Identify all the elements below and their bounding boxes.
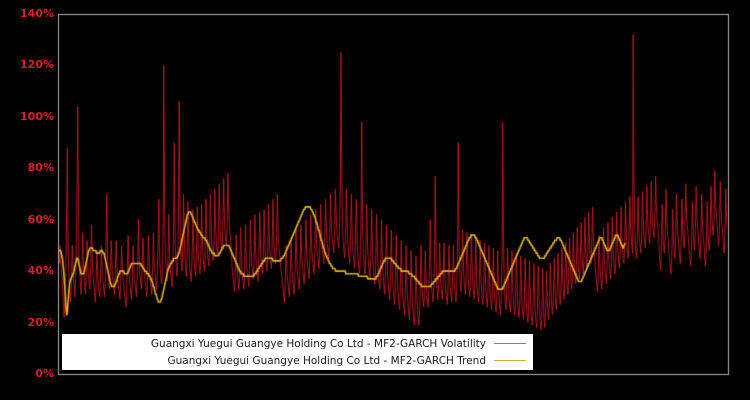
y-axis-tick-140: 140% bbox=[20, 7, 54, 20]
y-axis-tick-0: 0% bbox=[35, 367, 54, 380]
y-axis-tick-80: 80% bbox=[27, 161, 54, 175]
legend-label-volatility: Guangxi Yuegui Guangye Holding Co Ltd - … bbox=[150, 337, 486, 350]
y-axis-tick-labels: 140% 120% 100% 80% 60% 40% 20% 0% bbox=[0, 0, 54, 400]
y-axis-tick-100: 100% bbox=[20, 109, 54, 123]
y-axis-tick-120: 120% bbox=[20, 58, 54, 72]
y-axis-tick-60: 60% bbox=[27, 212, 54, 226]
legend-item-trend: Guangxi Yuegui Guangye Holding Co Ltd - … bbox=[63, 352, 532, 369]
y-axis-tick-40: 40% bbox=[27, 264, 54, 278]
legend-item-volatility: Guangxi Yuegui Guangye Holding Co Ltd - … bbox=[63, 335, 532, 352]
legend-label-trend: Guangxi Yuegui Guangye Holding Co Ltd - … bbox=[167, 354, 486, 367]
chart-legend: Guangxi Yuegui Guangye Holding Co Ltd - … bbox=[62, 334, 533, 370]
legend-swatch-volatility-line-icon bbox=[494, 343, 526, 344]
legend-swatch-trend-line-icon bbox=[494, 360, 526, 361]
y-axis-tick-20: 20% bbox=[27, 315, 54, 329]
